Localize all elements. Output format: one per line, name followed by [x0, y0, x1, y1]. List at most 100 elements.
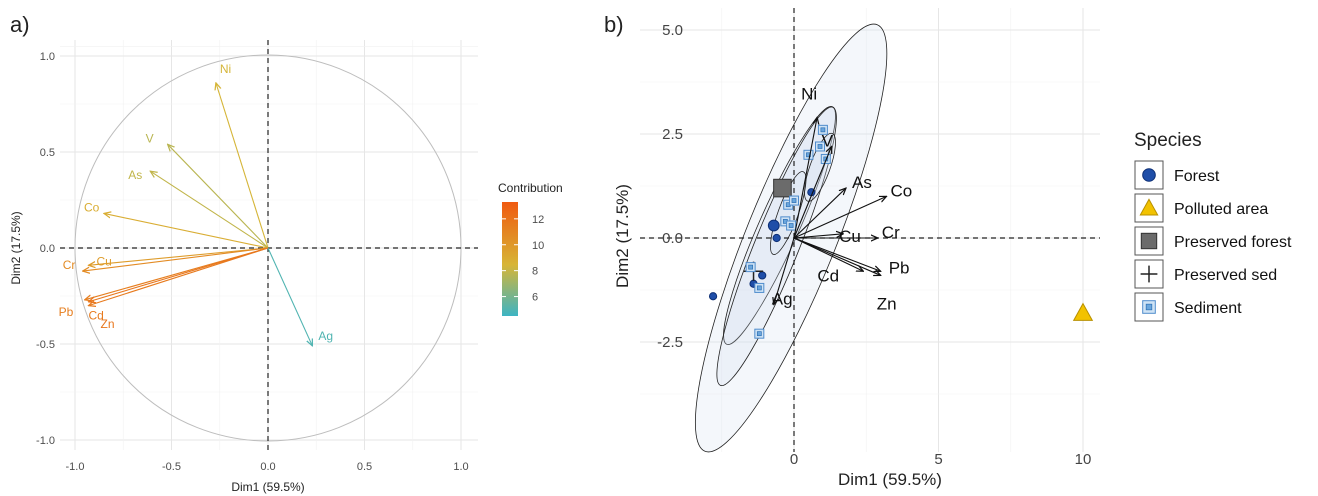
variable-label-as: As [852, 173, 872, 192]
x-tick-label: 0.0 [260, 461, 275, 473]
legend-item-preserved-forest: Preserved forest [1134, 226, 1292, 256]
point-sediment [803, 149, 814, 160]
arrow-cu [793, 234, 843, 239]
legend-item-sediment: Sediment [1134, 292, 1242, 322]
variable-label-ag: Ag [318, 329, 333, 343]
arrow-pb [793, 237, 881, 271]
panel-a-y-ticks: -1.0 -0.5 0.0 0.5 1.0 [36, 51, 55, 447]
arrow-ni [216, 83, 269, 249]
arrow-ag [267, 247, 312, 346]
variable-label-co: Co [890, 181, 912, 200]
point-forest [708, 292, 718, 301]
variable-label-as: As [128, 168, 142, 182]
variable-label-cr: Cr [63, 258, 76, 272]
legend-label: Forest [1174, 168, 1220, 185]
panel-b-arrows: Ni V As Co Cu Cr Cd Pb Zn Ag [772, 84, 912, 313]
arrow-v [168, 144, 269, 249]
x-tick-label: 10 [1075, 451, 1092, 468]
arrow-as [150, 171, 269, 249]
colorbar [502, 202, 518, 316]
y-tick-label: -1.0 [36, 435, 55, 447]
panel-a-x-ticks: -1.0 -0.5 0.0 0.5 1.0 [66, 461, 469, 473]
y-tick-label: 0.0 [40, 243, 55, 255]
variable-label-zn: Zn [101, 317, 115, 331]
variable-label-pb: Pb [889, 258, 910, 277]
variable-label-cu: Cu [839, 227, 861, 246]
panel-b-x-axis-label: Dim1 (59.5%) [838, 470, 942, 489]
variable-label-co: Co [84, 200, 100, 214]
y-tick-label: -2.5 [657, 334, 683, 351]
point-polluted-area [1072, 302, 1094, 321]
legend-marker-preserved-forest [1140, 232, 1158, 250]
legend-item-forest: Forest [1134, 160, 1220, 190]
panel-a-y-axis-label: Dim2 (17.5%) [9, 211, 23, 284]
panel-b: b) Ni V As Co Cu Cr Cd Pb Zn Ag 0 5 10 5.0 2.5 0.0 -2.… [604, 8, 1292, 489]
arrow-cr [83, 247, 269, 271]
arrow-as [793, 188, 846, 239]
arrow-cd [89, 247, 269, 306]
x-tick-label: 5 [934, 451, 942, 468]
y-tick-label: 2.5 [662, 126, 683, 143]
panel-b-y-axis-label: Dim2 (17.5%) [613, 184, 632, 288]
point-sediment [745, 262, 756, 273]
y-tick-label: 0.0 [662, 230, 683, 247]
legend-marker-preserved-sed [1140, 265, 1158, 283]
panel-a-label: a) [10, 12, 30, 37]
point-sediment [820, 153, 831, 164]
panel-b-x-ticks: 0 5 10 [790, 451, 1092, 468]
point-sediment [754, 282, 765, 293]
y-tick-label: 5.0 [662, 22, 683, 39]
variable-label-v: V [146, 131, 154, 145]
legend-title: Species [1134, 130, 1202, 151]
legend-marker-polluted-area [1139, 198, 1159, 216]
point-sediment [815, 141, 826, 152]
variable-label-ni: Ni [801, 84, 817, 103]
panel-b-y-ticks: 5.0 2.5 0.0 -2.5 [657, 22, 683, 351]
legend-label: Sediment [1174, 300, 1242, 317]
arrow-zn [793, 237, 881, 275]
legend-label: Preserved sed [1174, 267, 1277, 284]
point-sediment [789, 195, 799, 206]
legend-marker-sediment [1142, 300, 1156, 314]
colorbar-tick-label: 12 [532, 214, 544, 226]
legend-label: Preserved forest [1174, 234, 1292, 251]
point-sediment [754, 328, 765, 339]
x-tick-label: 0.5 [357, 461, 372, 473]
x-tick-label: -1.0 [66, 461, 85, 473]
panel-b-legend: Forest Polluted area Preserved forest Prese… [1134, 160, 1292, 322]
variable-label-cd: Cd [817, 266, 839, 285]
x-tick-label: -0.5 [162, 461, 181, 473]
point-forest [772, 233, 781, 243]
variable-label-cd: Cd [89, 309, 104, 323]
y-tick-label: 0.5 [40, 147, 55, 159]
panel-a-grid [60, 40, 478, 450]
arrow-ni [793, 117, 817, 239]
point-forest [767, 219, 780, 232]
legend-item-polluted-area: Polluted area [1134, 193, 1268, 223]
x-tick-label: 0 [790, 451, 798, 468]
arrow-cu [89, 247, 269, 265]
y-tick-label: -0.5 [36, 339, 55, 351]
legend-key [1134, 292, 1164, 322]
colorbar-tick-label: 10 [532, 240, 544, 252]
point-sediment [786, 220, 797, 231]
variable-label-cr: Cr [882, 223, 900, 242]
arrow-co [104, 213, 269, 249]
arrow-zn [89, 247, 269, 302]
arrow-v [793, 146, 832, 239]
colorbar-title: Contribution [498, 181, 563, 195]
point-forest [758, 271, 767, 280]
colorbar-tick-label: 6 [532, 292, 538, 304]
panel-b-label: b) [604, 12, 624, 37]
point-sediment [817, 124, 828, 135]
variable-label-pb: Pb [59, 305, 74, 319]
panel-b-points [708, 124, 1094, 339]
legend-item-preserved-sed: Preserved sed [1134, 259, 1277, 289]
y-tick-label: 1.0 [40, 51, 55, 63]
legend-marker-forest [1142, 168, 1156, 182]
x-tick-label: 1.0 [453, 461, 468, 473]
legend-key [1134, 259, 1164, 289]
